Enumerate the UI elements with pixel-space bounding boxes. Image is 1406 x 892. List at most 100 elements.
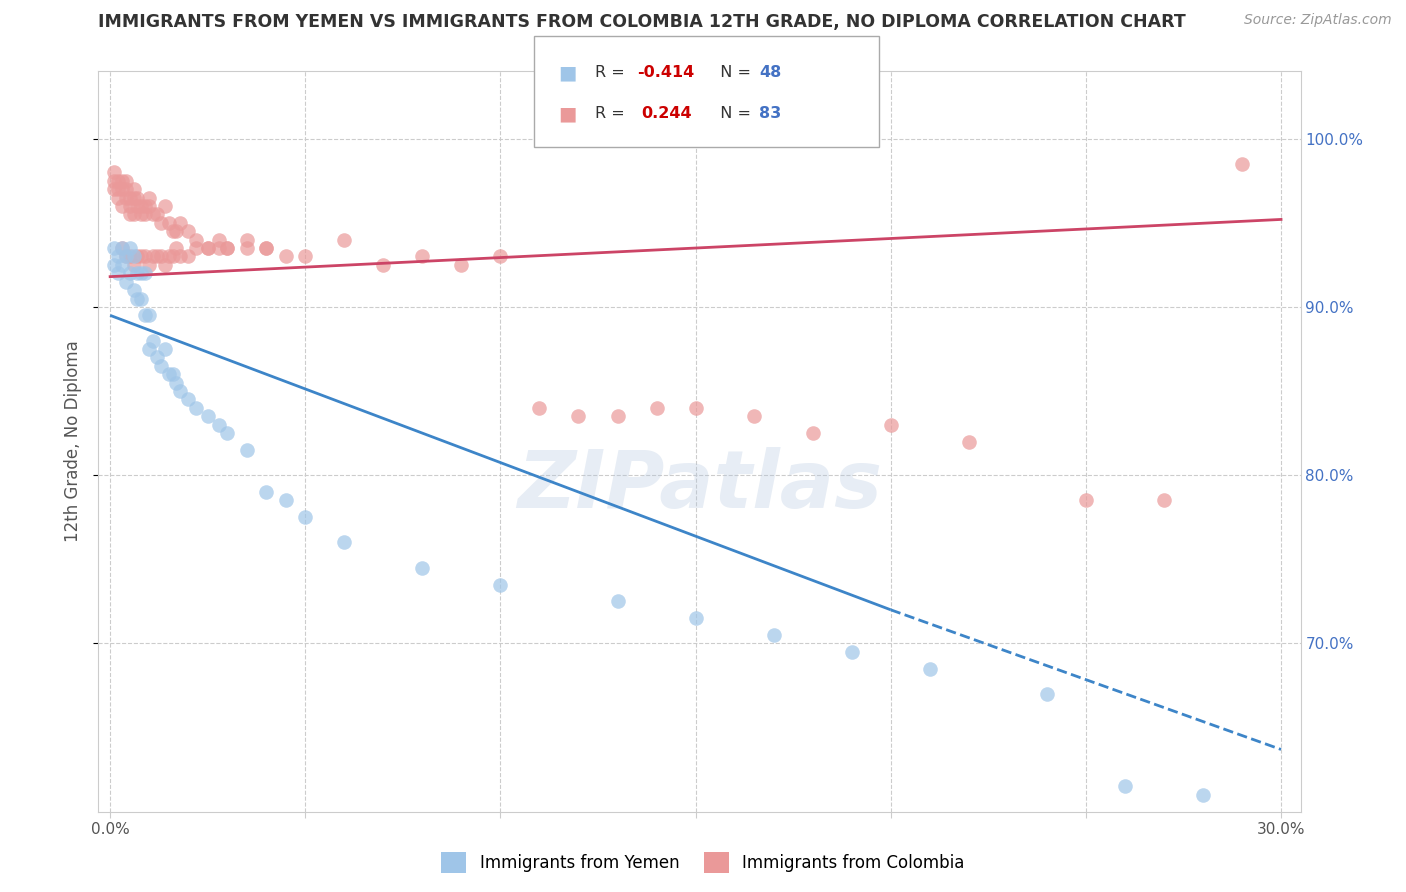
Point — [134, 250, 156, 264]
Point — [197, 241, 219, 255]
Legend: Immigrants from Yemen, Immigrants from Colombia: Immigrants from Yemen, Immigrants from C… — [434, 846, 972, 880]
Point — [107, 266, 129, 280]
Point — [235, 241, 257, 255]
Point — [1153, 493, 1175, 508]
Text: ZIPatlas: ZIPatlas — [517, 447, 882, 525]
Point — [153, 342, 176, 356]
Point — [529, 401, 551, 415]
Point — [450, 258, 472, 272]
Point — [107, 250, 129, 264]
Point — [685, 611, 707, 625]
Point — [114, 275, 136, 289]
Point — [1114, 780, 1136, 794]
Point — [118, 207, 141, 221]
Point — [169, 250, 191, 264]
Point — [208, 241, 231, 255]
Point — [166, 241, 188, 255]
Point — [118, 250, 141, 264]
Text: -0.414: -0.414 — [637, 65, 695, 80]
Point — [254, 485, 277, 500]
Point — [122, 207, 145, 221]
Text: 0.244: 0.244 — [641, 106, 692, 121]
Point — [294, 250, 316, 264]
Point — [146, 250, 169, 264]
Point — [217, 241, 239, 255]
Point — [841, 645, 863, 659]
Point — [138, 190, 160, 204]
Point — [957, 434, 980, 449]
Point — [235, 442, 257, 457]
Point — [184, 241, 207, 255]
Point — [169, 384, 191, 398]
Point — [274, 493, 297, 508]
Text: R =: R = — [595, 65, 630, 80]
Point — [274, 250, 297, 264]
Point — [122, 258, 145, 272]
Point — [103, 165, 125, 179]
Point — [118, 266, 141, 280]
Point — [122, 250, 145, 264]
Point — [138, 258, 160, 272]
Point — [134, 266, 156, 280]
Point — [138, 342, 160, 356]
Point — [217, 241, 239, 255]
Point — [114, 250, 136, 264]
Point — [138, 309, 160, 323]
Point — [149, 250, 172, 264]
Point — [122, 283, 145, 297]
Point — [918, 662, 941, 676]
Point — [149, 359, 172, 373]
Point — [166, 376, 188, 390]
Point — [235, 233, 257, 247]
Point — [162, 224, 184, 238]
Point — [177, 224, 200, 238]
Point — [177, 392, 200, 407]
Point — [114, 250, 136, 264]
Point — [489, 250, 512, 264]
Point — [197, 241, 219, 255]
Point — [118, 241, 141, 255]
Point — [131, 207, 153, 221]
Point — [169, 216, 191, 230]
Point — [111, 258, 134, 272]
Point — [177, 250, 200, 264]
Point — [103, 182, 125, 196]
Point — [107, 174, 129, 188]
Point — [118, 190, 141, 204]
Point — [122, 182, 145, 196]
Point — [217, 426, 239, 441]
Point — [114, 182, 136, 196]
Point — [373, 258, 395, 272]
Point — [208, 233, 231, 247]
Point — [127, 292, 149, 306]
Point — [567, 409, 589, 424]
Point — [162, 368, 184, 382]
Point — [157, 368, 180, 382]
Point — [127, 266, 149, 280]
Point — [138, 199, 160, 213]
Point — [197, 409, 219, 424]
Point — [146, 351, 169, 365]
Text: ■: ■ — [558, 104, 576, 123]
Point — [333, 535, 356, 549]
Text: IMMIGRANTS FROM YEMEN VS IMMIGRANTS FROM COLOMBIA 12TH GRADE, NO DIPLOMA CORRELA: IMMIGRANTS FROM YEMEN VS IMMIGRANTS FROM… — [98, 13, 1187, 31]
Text: Source: ZipAtlas.com: Source: ZipAtlas.com — [1244, 13, 1392, 28]
Point — [254, 241, 277, 255]
Point — [685, 401, 707, 415]
Point — [111, 174, 134, 188]
Point — [157, 216, 180, 230]
Point — [134, 309, 156, 323]
Point — [127, 190, 149, 204]
Point — [107, 190, 129, 204]
Point — [146, 207, 169, 221]
Point — [103, 241, 125, 255]
Point — [411, 560, 433, 574]
Point — [645, 401, 668, 415]
Text: 48: 48 — [759, 65, 782, 80]
Point — [134, 207, 156, 221]
Point — [208, 417, 231, 432]
Point — [254, 241, 277, 255]
Text: R =: R = — [595, 106, 630, 121]
Point — [411, 250, 433, 264]
Point — [111, 241, 134, 255]
